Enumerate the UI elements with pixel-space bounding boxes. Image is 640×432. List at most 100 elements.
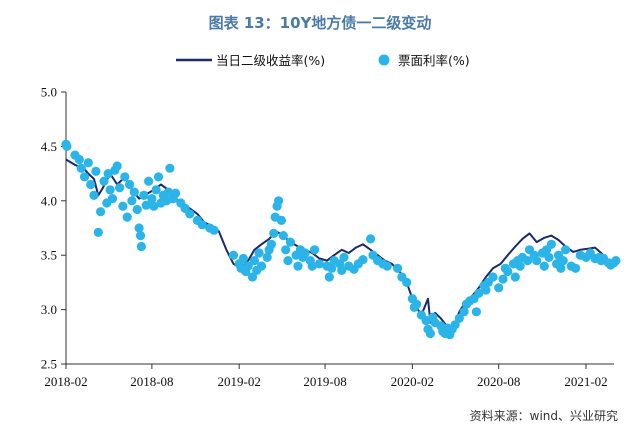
coupon-rate-point [228, 250, 239, 260]
coupon-rate-point [79, 172, 90, 182]
coupon-rate-point [393, 263, 403, 273]
coupon-rate-point [76, 163, 86, 173]
coupon-rate-point [132, 204, 142, 215]
source-note: 资料来源：wind、兴业研究 [470, 408, 618, 423]
coupon-rate-point [611, 256, 621, 266]
coupon-rate-point [62, 141, 72, 151]
coupon-rate-point [99, 176, 109, 186]
coupon-rate-point [165, 163, 175, 173]
y-tick-label: 4.0 [41, 193, 57, 208]
coupon-rate-point [494, 283, 504, 293]
coupon-rate-point [274, 196, 284, 206]
coupon-rate-point [503, 266, 513, 277]
coupon-rate-point [247, 272, 258, 282]
legend-scatter-swatch [378, 54, 390, 66]
coupon-rate-point [139, 190, 149, 200]
x-tick-label: 2019-02 [218, 374, 261, 389]
coupon-rate-point [120, 172, 130, 182]
coupon-rate-point [134, 223, 144, 233]
coupon-rate-point [358, 255, 368, 265]
coupon-rate-point [558, 256, 568, 266]
coupon-rate-point [412, 299, 422, 309]
x-tick-label: 2020-08 [477, 374, 520, 389]
y-tick-label: 4.5 [41, 139, 57, 154]
coupon-rate-point [382, 261, 392, 271]
coupon-rate-point [366, 234, 376, 244]
coupon-rate-point [532, 256, 542, 266]
coupon-rate-point [197, 220, 207, 230]
coupon-rate-point [147, 194, 157, 204]
coupon-rate-point [171, 188, 181, 198]
coupon-rate-point [278, 231, 288, 241]
coupon-rate-point [86, 179, 96, 190]
coupon-rate-point [339, 252, 349, 262]
coupon-rate-point [510, 272, 520, 282]
coupon-rate-point [163, 187, 174, 197]
coupon-rate-point [256, 261, 267, 271]
legend-line-label: 当日二级收益率(%) [216, 53, 325, 68]
coupon-rate-points [61, 139, 621, 340]
coupon-rate-point [488, 272, 498, 282]
coupon-rate-point [561, 245, 571, 255]
y-tick-label: 5.0 [41, 85, 57, 100]
coupon-rate-point [151, 185, 161, 195]
coupon-rate-point [96, 207, 106, 217]
coupon-rate-point [425, 328, 435, 339]
coupon-rate-point [539, 261, 549, 271]
coupon-rate-point [185, 209, 195, 219]
coupon-rate-point [276, 215, 286, 225]
coupon-rate-point [481, 285, 491, 295]
coupon-rate-point [327, 263, 337, 273]
coupon-rate-point [153, 172, 164, 182]
coupon-rate-point [127, 196, 137, 206]
coupon-rate-point [544, 252, 554, 262]
coupon-rate-point [135, 231, 146, 241]
coupon-rate-point [314, 259, 324, 269]
coupon-rate-point [209, 225, 219, 235]
coupon-rate-point [450, 320, 460, 330]
coupon-rate-point [454, 313, 464, 323]
legend-scatter-label: 票面利率(%) [398, 53, 470, 68]
coupon-rate-point [283, 256, 293, 266]
coupon-rate-point [266, 239, 276, 249]
coupon-rate-point [254, 248, 264, 258]
coupon-rate-point [337, 265, 347, 275]
coupon-rate-point [122, 212, 132, 222]
x-tick-label: 2019-08 [303, 374, 346, 389]
x-tick-label: 2021-02 [564, 374, 607, 389]
legend: 当日二级收益率(%) 票面利率(%) [176, 53, 470, 68]
coupon-rate-point [93, 227, 103, 237]
coupon-rate-point [112, 161, 122, 171]
coupon-rate-point [83, 158, 93, 168]
coupon-rate-point [285, 237, 295, 247]
coupon-rate-point [571, 263, 581, 273]
coupon-rate-point [515, 261, 525, 271]
coupon-rate-point [281, 245, 291, 255]
coupon-rate-point [249, 256, 259, 266]
axes: 2.5 3.0 3.5 4.0 4.5 5.0 2018-02 2018-08 2019-02 2… [41, 85, 614, 389]
coupon-rate-point [141, 200, 151, 210]
coupon-rate-point [556, 263, 566, 273]
coupon-rate-point [402, 277, 412, 287]
x-tick-label: 2018-08 [130, 374, 173, 389]
coupon-rate-point [107, 194, 118, 204]
coupon-rate-point [74, 154, 84, 165]
coupon-rate-point [118, 201, 128, 211]
coupon-rate-point [105, 185, 115, 195]
coupon-rate-point [243, 261, 253, 271]
coupon-rate-point [91, 166, 101, 176]
coupon-rate-point [269, 228, 279, 238]
coupon-rate-point [471, 307, 481, 317]
y-tick-label: 2.5 [41, 357, 57, 372]
coupon-rate-point [310, 245, 320, 255]
coupon-rate-point [144, 176, 154, 186]
coupon-rate-point [300, 248, 310, 258]
coupon-rate-point [262, 252, 272, 262]
coupon-rate-point [523, 256, 533, 266]
coupon-rate-point [129, 187, 139, 197]
coupon-rate-point [125, 179, 135, 190]
coupon-rate-point [546, 239, 557, 249]
coupon-rate-point [307, 261, 317, 271]
coupon-rate-point [324, 272, 334, 282]
